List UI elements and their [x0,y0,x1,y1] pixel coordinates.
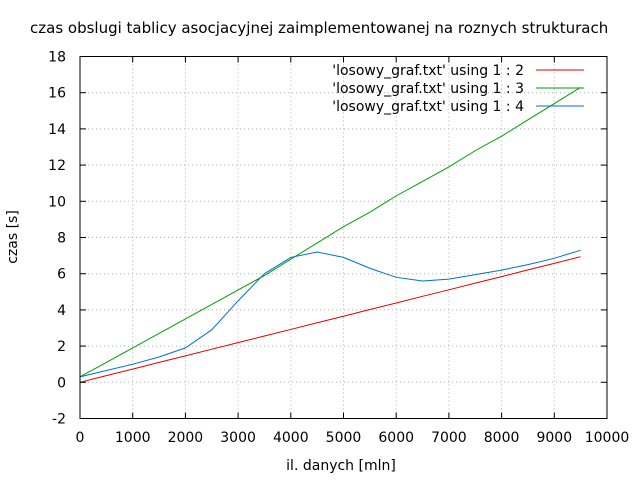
x-tick-label: 5000 [326,430,362,446]
y-tick-label: 6 [57,267,66,283]
tick-marks [79,56,608,419]
y-tick-label: 18 [48,50,66,66]
x-tick-label: 8000 [484,430,520,446]
legend-label-series-3: 'losowy_graf.txt' using 1 : 4 [332,99,524,115]
legend-label-series-1: 'losowy_graf.txt' using 1 : 2 [332,63,524,79]
y-tick-labels: -2 0 2 4 6 8 10 12 14 16 18 [48,50,66,428]
y-tick-label: -2 [52,412,66,428]
x-tick-label: 0 [76,430,85,446]
x-tick-label: 3000 [220,430,256,446]
series-lines [79,86,581,383]
series-line-2 [79,86,581,378]
x-tick-label: 7000 [431,430,467,446]
y-axis-label: czas [s] [5,210,21,264]
legend: 'losowy_graf.txt' using 1 : 2 'losowy_gr… [332,63,584,115]
y-tick-label: 10 [48,194,66,210]
y-tick-label: 4 [57,303,66,319]
x-tick-label: 10000 [585,430,630,446]
x-tick-label: 4000 [273,430,309,446]
y-tick-label: 0 [57,375,66,391]
y-tick-label: 16 [48,86,66,102]
x-tick-label: 6000 [378,430,414,446]
series-line-3 [79,249,581,378]
x-axis-label: il. danych [mln] [286,458,396,474]
y-tick-label: 2 [57,339,66,355]
x-tick-label: 2000 [168,430,204,446]
x-tick-label: 1000 [115,430,151,446]
chart-title: czas obslugi tablicy asocjacyjnej zaimpl… [30,19,608,37]
y-tick-label: 14 [48,122,66,138]
x-tick-labels: 0 1000 2000 3000 4000 5000 6000 7000 8000 9000 100… [76,430,630,446]
y-tick-label: 12 [48,158,66,174]
x-tick-label: 9000 [536,430,572,446]
y-tick-label: 8 [57,231,66,247]
legend-label-series-2: 'losowy_graf.txt' using 1 : 3 [332,81,524,97]
grid-lines [80,56,607,419]
series-line-1 [79,256,581,383]
